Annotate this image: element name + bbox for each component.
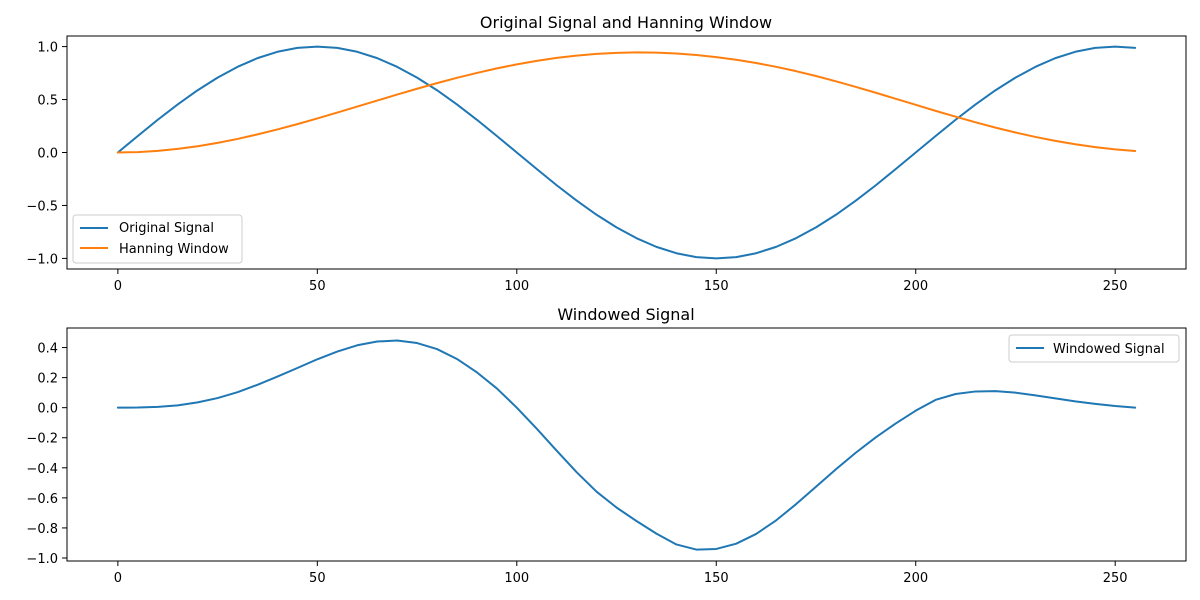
top-y-tick-label: 0.0 xyxy=(37,147,58,162)
top-y-tick-label: 0.5 xyxy=(37,94,58,109)
top-chart-axes: 0 50 100 150 200 250 1.0 0.5 0.0 −0.5 −1.0 xyxy=(26,41,1127,294)
top-y-tick-label: −0.5 xyxy=(26,199,58,214)
bottom-chart-series xyxy=(116,339,1137,551)
bottom-y-tick-label: 0.0 xyxy=(37,402,58,417)
bottom-y-tick-label: −0.6 xyxy=(26,492,58,507)
bottom-y-tick-label: −0.8 xyxy=(26,522,58,537)
series-line-original-signal xyxy=(116,45,1137,260)
legend-label-original-signal: Original Signal xyxy=(119,221,214,236)
bottom-chart-panel: Windowed Signal 0 50 100 150 200 250 0.4 0.2 0.0… xyxy=(26,305,1187,586)
bottom-y-tick-label: −1.0 xyxy=(26,552,58,567)
top-chart-legend: Original Signal Hanning Window xyxy=(72,214,243,264)
top-chart-frame xyxy=(66,35,1187,270)
top-chart-series xyxy=(116,45,1137,260)
top-x-tick-label: 150 xyxy=(704,279,729,294)
bottom-x-tick-label: 200 xyxy=(903,571,928,586)
top-x-tick-label: 0 xyxy=(114,279,122,294)
bottom-y-tick-label: −0.2 xyxy=(26,432,58,447)
bottom-x-tick-label: 0 xyxy=(114,571,122,586)
bottom-x-tick-label: 100 xyxy=(504,571,529,586)
bottom-chart-frame xyxy=(66,327,1187,562)
bottom-chart-legend: Windowed Signal xyxy=(1008,334,1180,363)
top-chart-title: Original Signal and Hanning Window xyxy=(480,13,772,32)
top-chart-legend-box xyxy=(72,214,243,264)
bottom-x-tick-label: 150 xyxy=(704,571,729,586)
bottom-chart-legend-box xyxy=(1008,334,1180,363)
bottom-x-tick-label: 250 xyxy=(1103,571,1128,586)
series-line-windowed-signal xyxy=(116,339,1137,551)
top-y-tick-label: −1.0 xyxy=(26,252,58,267)
legend-label-windowed-signal: Windowed Signal xyxy=(1053,342,1165,357)
legend-label-hanning-window: Hanning Window xyxy=(119,242,229,257)
bottom-chart-title: Windowed Signal xyxy=(557,305,694,324)
bottom-x-tick-label: 50 xyxy=(309,571,326,586)
top-y-tick-label: 1.0 xyxy=(37,41,58,56)
bottom-y-tick-label: 0.2 xyxy=(37,372,58,387)
bottom-chart-axes: 0 50 100 150 200 250 0.4 0.2 0.0 −0.2 −0.4 −0.6 −0.8… xyxy=(26,342,1127,586)
top-x-tick-label: 100 xyxy=(504,279,529,294)
series-line-hanning-window xyxy=(116,51,1137,154)
top-x-tick-label: 50 xyxy=(309,279,326,294)
bottom-y-tick-label: −0.4 xyxy=(26,462,58,477)
top-x-tick-label: 250 xyxy=(1103,279,1128,294)
top-x-tick-label: 200 xyxy=(903,279,928,294)
bottom-y-tick-label: 0.4 xyxy=(37,342,58,357)
top-chart-panel: Original Signal and Hanning Window 0 50 10… xyxy=(26,13,1187,294)
